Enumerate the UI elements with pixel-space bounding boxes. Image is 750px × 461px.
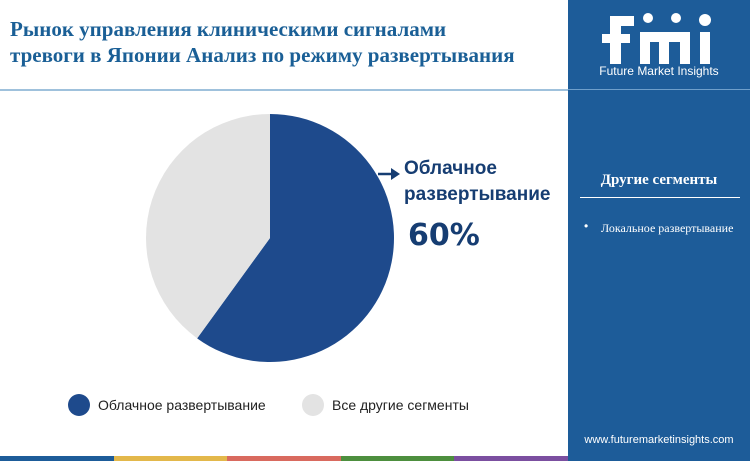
chart-title: Рынок управления клиническими сигналами … xyxy=(10,16,565,68)
other-segment-item: Локальное развертывание xyxy=(601,221,734,235)
pie-slice-cloud xyxy=(197,114,394,362)
bullet-icon: • xyxy=(584,219,589,233)
fmi-logo xyxy=(596,13,726,68)
sidebar-divider xyxy=(568,89,750,90)
chart-title-line-1: Рынок управления клиническими сигналами xyxy=(10,17,447,41)
title-divider xyxy=(0,89,568,91)
legend-item-cloud: Облачное развертывание xyxy=(68,394,266,416)
color-strip xyxy=(0,456,568,461)
callout-label: Облачное развертывание xyxy=(404,156,569,208)
color-strip-segment xyxy=(113,456,228,461)
sidebar-panel: Future Market Insights Другие сегменты •… xyxy=(568,0,750,461)
callout-label-line-2: развертывание xyxy=(404,184,551,205)
callout-label-line-1: Облачное xyxy=(404,158,497,179)
chart-title-line-2: тревоги в Японии Анализ по режиму развер… xyxy=(10,43,515,67)
other-segments-divider xyxy=(580,197,740,198)
legend-label-other: Все другие сегменты xyxy=(332,397,469,413)
pie-chart xyxy=(146,113,394,362)
other-segments-title: Другие сегменты xyxy=(600,172,718,188)
color-strip-segment xyxy=(0,456,114,461)
legend-item-other: Все другие сегменты xyxy=(302,394,469,416)
legend-label-cloud: Облачное развертывание xyxy=(98,397,266,413)
color-strip-segment xyxy=(454,456,568,461)
chart-panel: Рынок управления клиническими сигналами … xyxy=(0,16,569,461)
color-strip-segment xyxy=(340,456,455,461)
logo-text: Future Market Insights xyxy=(599,64,719,78)
website-link[interactable]: www.futuremarketinsights.com xyxy=(584,434,734,446)
color-strip-segment xyxy=(227,456,341,461)
legend-swatch-cloud xyxy=(68,394,90,416)
callout-value: 60% xyxy=(408,218,480,253)
legend-swatch-other xyxy=(302,394,324,416)
callout-arrow-icon xyxy=(378,168,400,180)
pie-slice-other xyxy=(146,113,270,339)
